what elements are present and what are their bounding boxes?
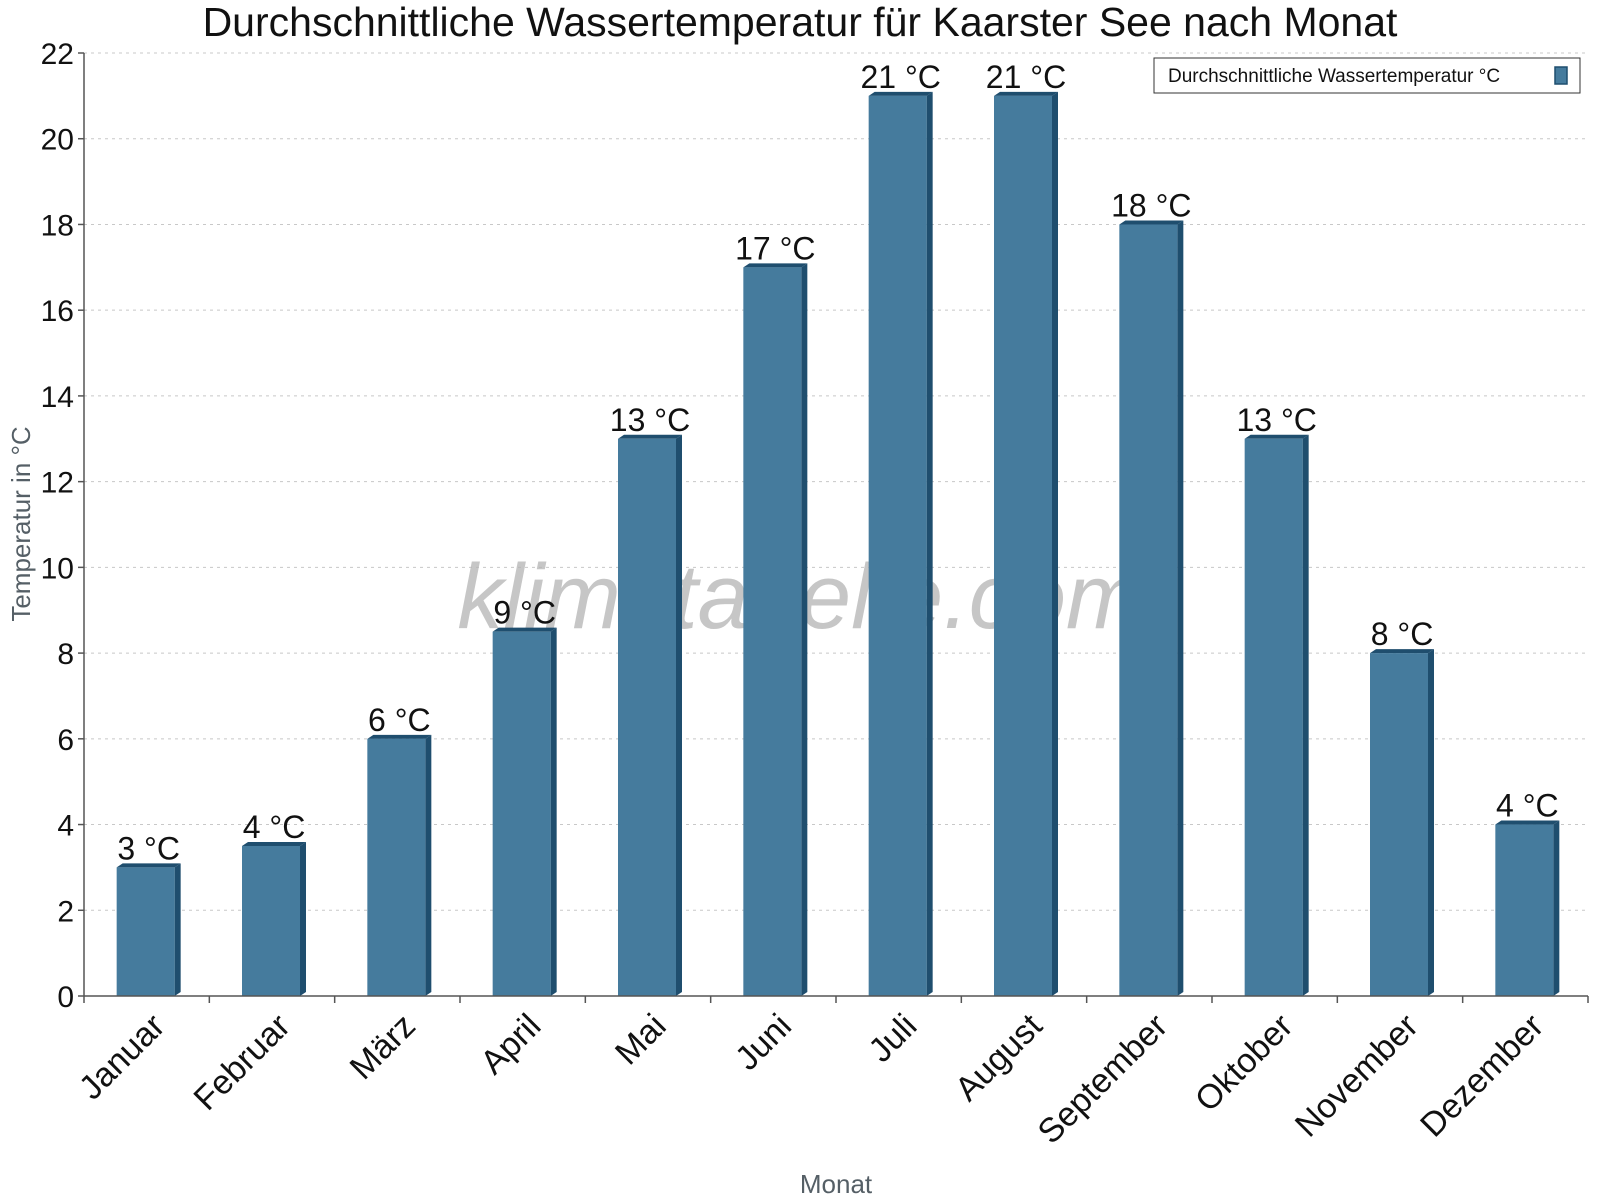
x-tick-label: September [1031, 1007, 1175, 1151]
x-tick-label: Juli [861, 1007, 924, 1070]
bar-top [1119, 220, 1184, 225]
bar [618, 438, 676, 997]
bar [116, 867, 175, 996]
bar-top [116, 863, 181, 868]
bar [1119, 224, 1178, 997]
bar-side [1553, 820, 1560, 996]
bar [1495, 824, 1554, 996]
bar [1370, 653, 1428, 996]
x-tick-label: Oktober [1188, 1007, 1300, 1119]
bar-value-label: 13 °C [610, 402, 690, 438]
y-tick-label: 10 [41, 552, 74, 585]
y-tick-label: 4 [57, 810, 74, 843]
bar-side [1177, 220, 1184, 997]
bar-value-label: 17 °C [735, 230, 815, 266]
y-tick-label: 16 [41, 295, 74, 328]
bar-top [743, 263, 808, 268]
x-tick-label: Dezember [1413, 1007, 1551, 1145]
bar-side [1052, 91, 1058, 996]
bar-top [618, 434, 682, 439]
bar-top [492, 627, 557, 632]
bar-value-label: 21 °C [860, 59, 940, 95]
bar-top [1370, 649, 1434, 654]
bar-side [550, 627, 557, 996]
bar-side [300, 841, 306, 996]
bar [994, 95, 1052, 996]
x-tick-label: März [343, 1007, 423, 1087]
bar [743, 267, 802, 996]
chart-title: Durchschnittliche Wassertemperatur für K… [203, 0, 1398, 45]
bar-side [1428, 649, 1434, 996]
bar-value-label: 8 °C [1371, 616, 1434, 652]
x-tick-label: Mai [608, 1007, 674, 1073]
legend-label: Durchschnittliche Wassertemperatur °C [1168, 66, 1500, 87]
bar-value-label: 18 °C [1111, 187, 1191, 223]
bar-labels: 3 °C 4 °C 6 °C 9 °C 13 °C 17 °C 21 °C 21 °C 18 °… [117, 59, 1558, 867]
bar-side [425, 734, 432, 996]
x-tick-label: Juni [728, 1007, 799, 1078]
bar-top [868, 91, 933, 96]
x-tick-label: Januar [72, 1007, 172, 1107]
x-axis-label: Monat [800, 1169, 873, 1199]
bar-top [994, 91, 1058, 96]
bar [242, 845, 300, 996]
bar-side [801, 263, 808, 996]
bar-top [242, 841, 306, 846]
bar-value-label: 9 °C [493, 595, 556, 631]
y-tick-label: 0 [57, 981, 74, 1014]
bar-side [676, 434, 682, 997]
y-tick-label: 6 [57, 724, 74, 757]
bar-value-label: 3 °C [117, 830, 180, 866]
y-axis-label: Temperatur in °C [6, 426, 36, 621]
grid [84, 52, 1588, 911]
bar-side [926, 91, 933, 996]
bar-side [174, 863, 181, 996]
bar-value-label: 21 °C [986, 59, 1066, 95]
bar-top [1244, 434, 1309, 439]
y-axis-ticks: 0 2 4 6 8 10 12 14 16 18 20 22 [41, 38, 84, 1014]
legend-box [1153, 57, 1581, 94]
bar-value-label: 4 °C [1496, 788, 1559, 824]
y-tick-label: 8 [57, 638, 74, 671]
x-tick-label: Februar [187, 1007, 298, 1118]
bar-side [1302, 434, 1309, 997]
bar-value-label: 4 °C [243, 809, 306, 845]
y-tick-label: 20 [41, 124, 74, 157]
y-tick-label: 18 [41, 209, 74, 242]
y-tick-label: 12 [41, 467, 74, 500]
bar [868, 95, 927, 996]
x-tick-label: April [473, 1007, 548, 1082]
y-tick-label: 2 [57, 895, 74, 928]
bar-top [1495, 820, 1560, 825]
x-tick-label: November [1288, 1007, 1426, 1145]
bar-top [367, 734, 432, 739]
bar [492, 631, 551, 996]
y-tick-label: 22 [41, 38, 74, 71]
legend-swatch [1554, 66, 1568, 85]
bar [1244, 438, 1303, 997]
bars [116, 91, 1560, 997]
x-tick-label: August [948, 1006, 1050, 1108]
x-axis-ticks: Januar Februar März April Mai Juni Juli AugustS… [72, 996, 1589, 1151]
bar-value-label: 13 °C [1236, 402, 1316, 438]
bar-value-label: 6 °C [368, 702, 431, 738]
bar [367, 738, 426, 996]
y-tick-label: 14 [41, 381, 74, 414]
legend: Durchschnittliche Wassertemperatur °C [1153, 57, 1581, 94]
